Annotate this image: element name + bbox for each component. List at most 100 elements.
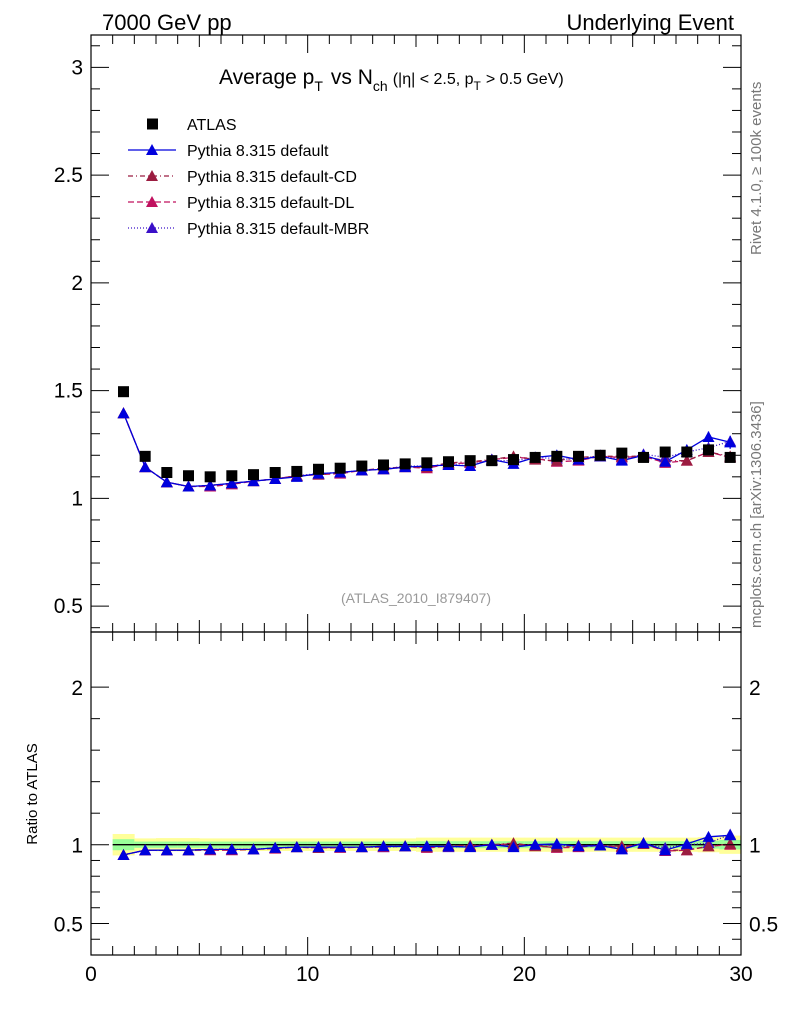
y-tick-label: 2.5 (54, 164, 83, 187)
ratio-y-tick-label: 0.5 (54, 913, 83, 936)
ratio-data-point (269, 841, 282, 853)
title-vs: vs N (331, 66, 373, 89)
ratio-y-tick-label: 1 (71, 835, 83, 858)
data-point (161, 467, 173, 479)
ratio-data-point (247, 843, 260, 855)
mcplots-label: mcplots.cern.ch [arXiv:1306.3436] (748, 401, 765, 628)
ratio-data-point (615, 843, 628, 855)
ratio-data-point (117, 848, 130, 860)
ratio-data-point (377, 840, 390, 852)
data-point (204, 471, 216, 483)
data-point (594, 449, 606, 461)
data-point (139, 461, 152, 473)
legend-label: ATLAS (187, 117, 237, 134)
ratio-data-point (442, 840, 455, 852)
data-point (204, 479, 217, 491)
ratio-data-point (485, 838, 498, 850)
x-tick-label: 0 (85, 963, 97, 986)
ratio-data-point (724, 837, 737, 849)
legend-marker (146, 144, 158, 155)
ratio-data-point (637, 837, 650, 849)
ratio-data-point (464, 841, 477, 853)
y-tick-label: 1 (71, 487, 83, 510)
data-point (703, 444, 714, 456)
data-point (248, 469, 259, 481)
data-point (269, 467, 281, 479)
data-point (724, 451, 736, 463)
x-tick-label: 20 (513, 963, 536, 986)
data-point (117, 407, 130, 419)
y-tick-label: 2 (71, 272, 83, 295)
data-point (334, 462, 346, 474)
legend-label: Pythia 8.315 default-MBR (187, 221, 369, 238)
legend-marker (146, 222, 158, 233)
title-vs-sub: ch (373, 78, 388, 94)
data-point (443, 456, 454, 468)
data-point (464, 455, 476, 467)
header-right: Underlying Event (566, 10, 734, 35)
ratio-data-point (420, 840, 433, 852)
title-cut-sub: T (474, 79, 482, 93)
ratio-data-point (139, 844, 152, 856)
ratio-data-point (659, 844, 672, 856)
plot-title: Average pT vs Nch (|η| < 2.5, pT > 0.5 GeV) (219, 66, 564, 94)
data-point (659, 446, 671, 458)
data-point (680, 454, 693, 466)
rivet-label: Rivet 4.1.0, ≥ 100k events (748, 82, 765, 255)
y-tick-label: 1.5 (54, 380, 83, 403)
data-point (399, 458, 411, 470)
data-point (421, 457, 433, 469)
x-tick-label: 30 (729, 963, 752, 986)
ratio-ylabel: Ratio to ATLAS (24, 743, 41, 844)
ratio-data-point (680, 837, 693, 849)
legend-label: Pythia 8.315 default-DL (187, 195, 354, 212)
data-point (573, 450, 584, 462)
data-point (226, 470, 238, 482)
ratio-data-point (160, 844, 173, 856)
ratio-data-point (594, 839, 607, 851)
data-point (313, 463, 324, 475)
data-point (615, 454, 628, 466)
ratio-data-point (529, 838, 542, 850)
legend-marker (147, 118, 158, 130)
ratio-data-point (204, 843, 217, 855)
ratio-data-point (182, 844, 195, 856)
title-cut1: (|η| < 2.5, p (393, 71, 474, 88)
data-point (681, 446, 693, 458)
ratio-data-point (550, 837, 563, 849)
ratio-y-tick-label-right: 1 (749, 835, 761, 858)
data-point (616, 447, 628, 459)
data-point (118, 386, 129, 398)
legend-label: Pythia 8.315 default-CD (187, 169, 357, 186)
ratio-data-point (225, 843, 238, 855)
ratio-data-point (399, 840, 412, 852)
ratio-data-point (507, 841, 520, 853)
ratio-data-point (312, 841, 325, 853)
analysis-id: (ATLAS_2010_I879407) (341, 590, 491, 606)
y-tick-label: 0.5 (54, 595, 83, 618)
ratio-y-tick-label: 2 (71, 677, 83, 700)
data-point (160, 476, 173, 488)
ratio-data-point (702, 840, 715, 852)
data-point (508, 454, 519, 466)
data-point (291, 465, 303, 477)
ratio-data-point (334, 841, 347, 853)
title-main: Average p (219, 66, 314, 89)
ratio-data-point (355, 841, 368, 853)
data-point (225, 477, 238, 489)
y-tick-label: 3 (71, 56, 83, 79)
data-point (659, 455, 672, 467)
title-main-sub: T (314, 78, 323, 94)
data-point (529, 451, 541, 463)
header-left: 7000 GeV pp (102, 10, 232, 35)
legend: ATLAS Pythia 8.315 default Pythia 8.315 de… (128, 117, 369, 238)
legend-label: Pythia 8.315 default (187, 143, 329, 160)
data-point (551, 450, 563, 462)
data-point (247, 475, 260, 487)
data-point (486, 455, 498, 467)
ratio-y-tick-label-right: 0.5 (749, 913, 778, 936)
data-point (182, 480, 195, 492)
data-point (139, 450, 151, 462)
ratio-data-point (290, 841, 303, 853)
